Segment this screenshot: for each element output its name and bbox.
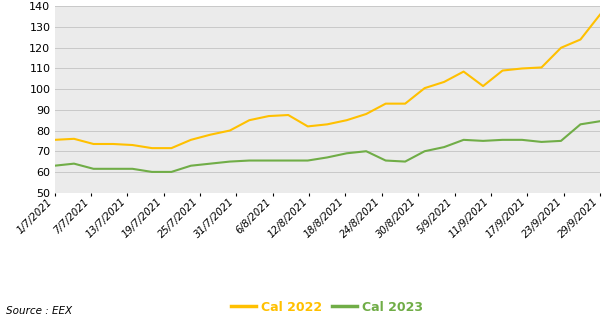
- Text: Source : EEX: Source : EEX: [6, 306, 72, 316]
- Legend: Cal 2022, Cal 2023: Cal 2022, Cal 2023: [226, 296, 428, 319]
